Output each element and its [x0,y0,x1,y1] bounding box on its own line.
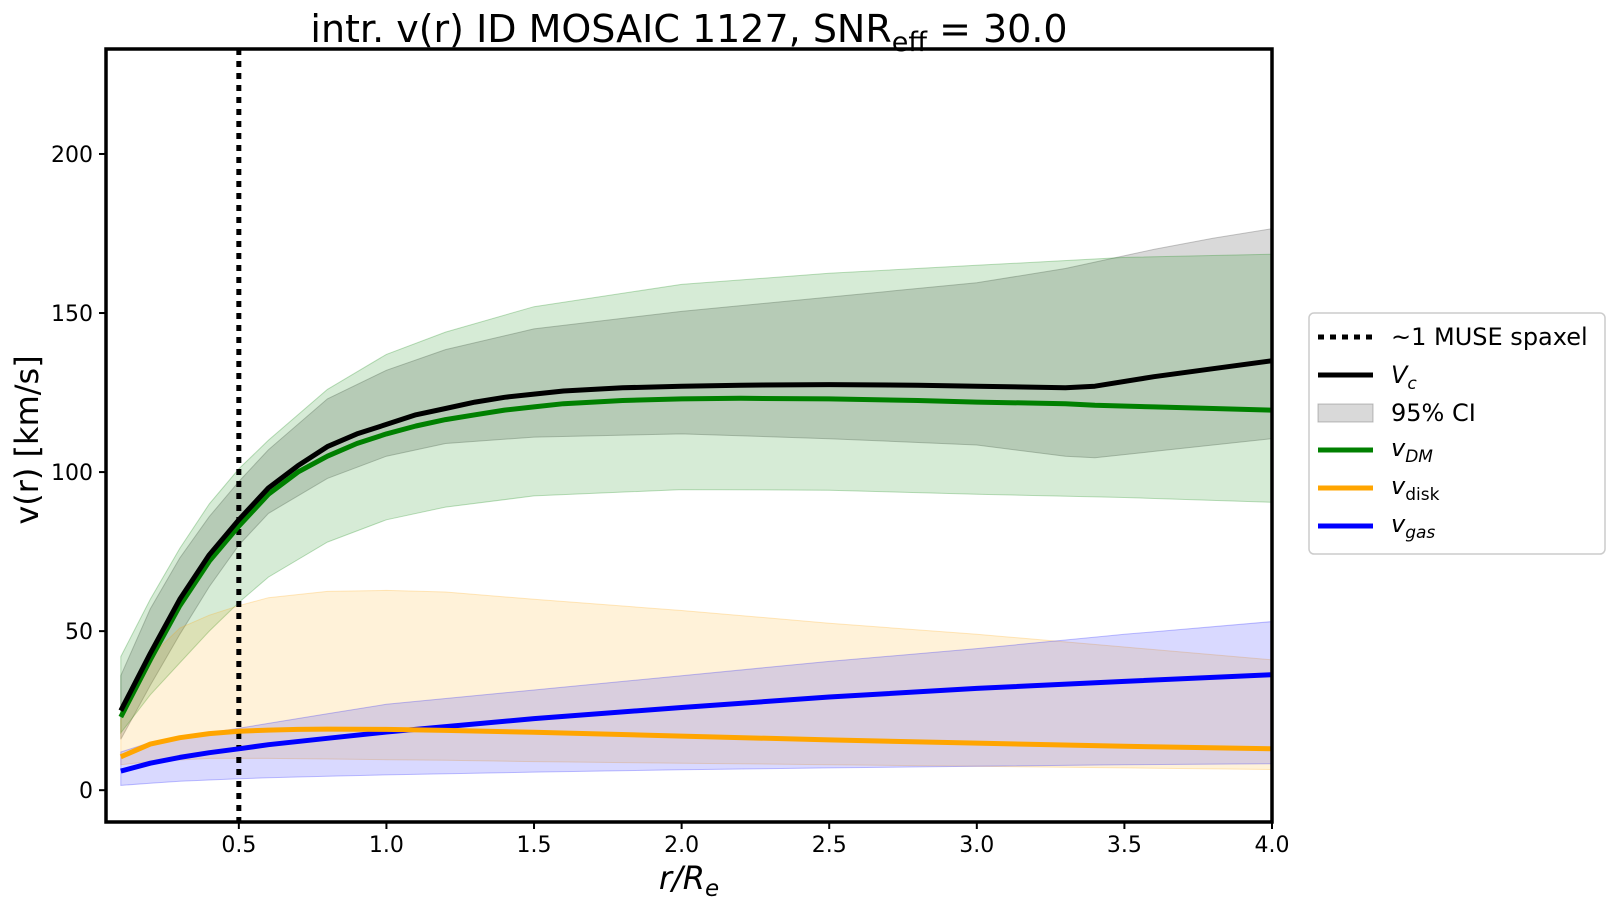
series-line-vgas [120,672,1273,774]
x-tick-label: 2.0 [664,833,699,858]
x-tick-label: 2.5 [812,833,847,858]
legend: ~1 MUSE spaxel Vc 95% CI vDM vdisk vgas [1308,312,1606,555]
legend-label-vc: Vc [1391,361,1417,394]
x-tick-label: 3.0 [959,833,994,858]
series-line-vc [118,358,1273,712]
series-line-vdisk [119,726,1273,760]
legend-marker-ci [1317,403,1374,423]
y-tick-label: 150 [51,302,93,327]
x-tick-label: 4.0 [1255,833,1290,858]
plot-frame [104,47,1274,824]
confidence-bands [120,228,1273,786]
y-axis-label: v(r) [km/s] [8,355,46,524]
x-axis-label: r/Re [659,859,719,902]
x-tick-label: 1.5 [517,833,552,858]
series-line-vdm [118,395,1273,719]
x-tick-label: 3.5 [1107,833,1142,858]
legend-label-muse-spaxel: ~1 MUSE spaxel [1391,323,1588,351]
y-tick-label: 50 [65,620,93,645]
legend-label-vgas: vgas [1391,510,1435,543]
x-tick-label: 0.5 [221,833,256,858]
legend-label-vdm: vDM [1391,434,1433,467]
legend-label-ci: 95% CI [1391,399,1476,427]
y-tick-label: 0 [79,779,93,804]
y-tick-label: 200 [51,143,93,168]
legend-box [1308,312,1606,555]
axis-ticks: 0.5 1.0 1.5 2.0 2.5 3.0 3.5 4.0 0 50 100 150 200 [51,143,1290,858]
y-tick-label: 100 [51,461,93,486]
x-tick-label: 1.0 [369,833,404,858]
series-lines [118,49,1273,822]
legend-label-vdisk: vdisk [1391,472,1440,505]
chart-title: intr. v(r) ID MOSAIC 1127, SNReff = 30.0 [310,7,1067,58]
